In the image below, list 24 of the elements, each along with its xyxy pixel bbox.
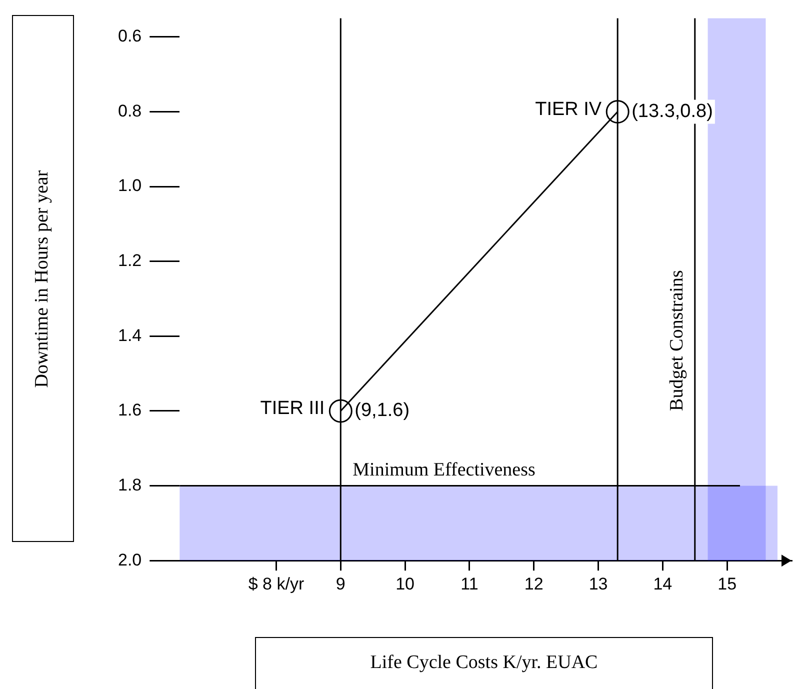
data-label: (9,1.6) [354, 400, 410, 422]
y-tick-label: 1.6 [118, 400, 142, 420]
annotation: TIER IV [535, 98, 602, 120]
x-tick-label: 13 [588, 574, 608, 594]
y-tick-label: 1.2 [118, 251, 142, 270]
y-tick-label: 0.6 [118, 26, 142, 46]
x-tick-label: 11 [460, 574, 478, 594]
x-tick-label: $ 8 k/yr [248, 574, 304, 594]
y-tick-label: 2.0 [118, 550, 142, 570]
y-tick-label: 0.8 [118, 101, 142, 120]
y-tick-label: 1.4 [118, 326, 142, 345]
x-tick-label: 15 [718, 574, 737, 594]
data-label: (13.3,0.8) [632, 100, 713, 122]
x-tick-label: 10 [396, 574, 415, 594]
x-tick-label: 9 [336, 574, 346, 594]
y-axis-title: Downtime in Hours per year [32, 170, 54, 388]
x-tick-label: 14 [653, 574, 672, 594]
y-tick-label: 1.8 [118, 475, 142, 494]
ref-line-label: Minimum Effectiveness [352, 459, 536, 480]
x-tick-label: 12 [524, 574, 544, 594]
ref-line-label: Budget Constrains [666, 270, 688, 411]
y-tick-label: 1.0 [118, 176, 142, 196]
x-axis-title: Life Cycle Costs K/yr. EUAC [370, 652, 598, 674]
annotation: TIER III [260, 398, 325, 420]
